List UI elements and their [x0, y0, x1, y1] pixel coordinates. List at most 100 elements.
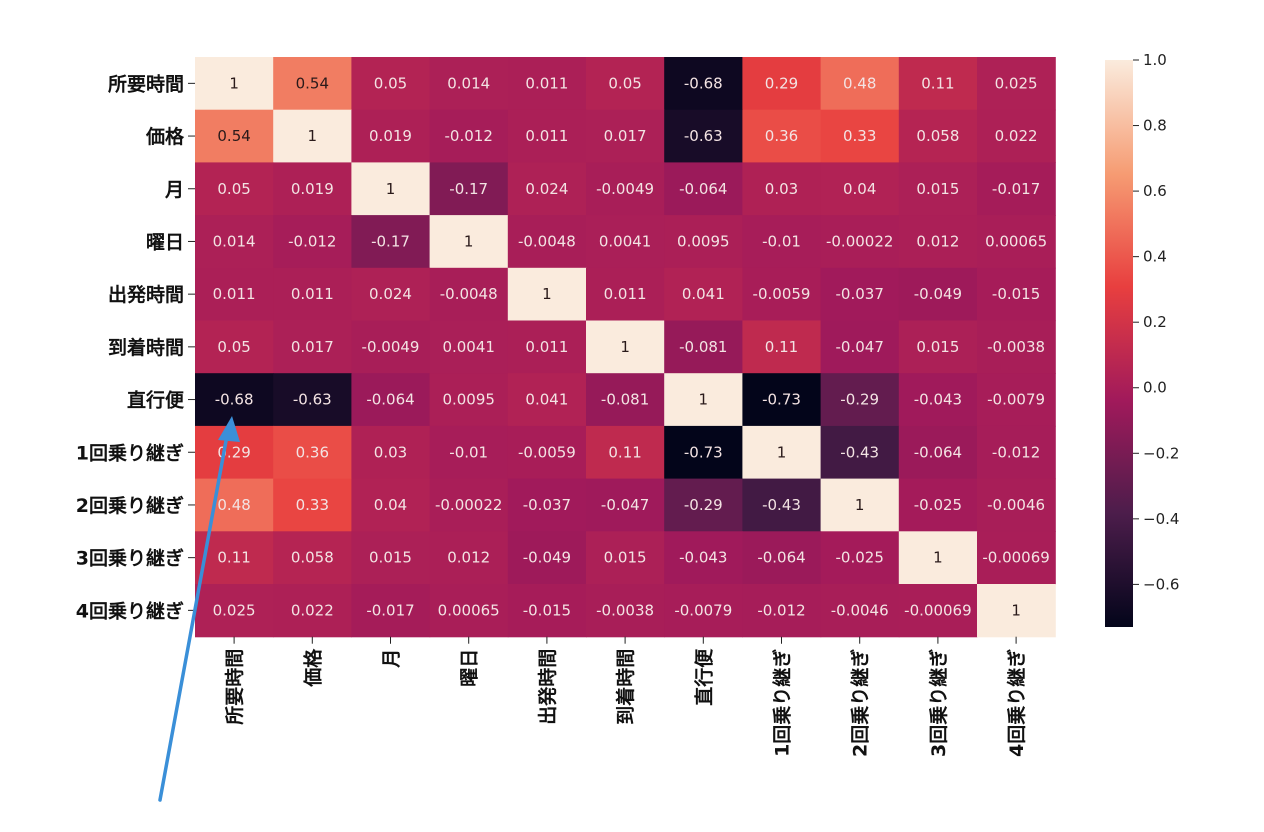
cell-value-label: 0.011 [213, 285, 256, 303]
heatmap-cell [351, 584, 431, 638]
cell-value-label: 0.024 [369, 285, 412, 303]
cell-value-label: -0.63 [684, 127, 723, 145]
y-tick-label: 所要時間 [108, 73, 184, 95]
cell-value-label: -0.064 [679, 180, 727, 198]
cell-value-label: 0.33 [843, 127, 876, 145]
heatmap-cell [742, 57, 822, 111]
cell-value-label: -0.00022 [435, 496, 502, 514]
heatmap-cell [429, 584, 509, 638]
heatmap-cell [820, 584, 900, 638]
heatmap-cell [586, 109, 665, 163]
cell-value-label: 0.041 [682, 285, 725, 303]
heatmap-cell [273, 373, 352, 427]
heatmap-cell [586, 531, 665, 585]
heatmap-cell [195, 162, 274, 216]
cell-value-label: -0.064 [914, 443, 962, 461]
heatmap-cell [586, 215, 665, 269]
cell-value-label: -0.0079 [674, 601, 732, 619]
x-tick-label: 曜日 [459, 649, 481, 687]
colorbar-tick-label: −0.6 [1143, 575, 1179, 593]
cell-value-label: -0.012 [757, 601, 805, 619]
heatmap-cell [742, 109, 822, 163]
heatmap-cell [507, 531, 587, 585]
heatmap-cell [351, 531, 431, 585]
heatmap-cell [351, 267, 431, 322]
colorbar-tick-label: 1.0 [1143, 51, 1167, 69]
cell-value-label: 0.058 [916, 127, 959, 145]
colorbar-tick-label: 0.4 [1143, 248, 1167, 266]
heatmap-cell [195, 320, 274, 374]
colorbar-tick-label: 0.8 [1143, 117, 1167, 135]
y-tick-label: 1回乗り継ぎ [76, 441, 184, 464]
cell-value-label: -0.68 [684, 74, 723, 92]
cell-value-label: 0.015 [916, 180, 959, 198]
heatmap-cell [429, 531, 509, 585]
heatmap-cell [507, 267, 587, 322]
cell-value-label: 0.019 [369, 127, 412, 145]
heatmap-cell [664, 584, 743, 638]
colorbar-tick-label: 0.6 [1143, 182, 1167, 200]
heatmap-cell [820, 320, 900, 374]
heatmap-cell [742, 215, 822, 269]
heatmap-cell [742, 373, 822, 427]
heatmap-cell [351, 478, 431, 532]
heatmap-cell [273, 320, 352, 374]
heatmap-cell [507, 373, 587, 427]
cell-value-label: 0.29 [765, 74, 798, 92]
cell-value-label: -0.025 [836, 549, 884, 567]
y-tick-label: 月 [164, 179, 184, 201]
cell-value-label: -0.01 [449, 443, 488, 461]
heatmap-cell [820, 531, 900, 585]
x-tick-label: 所要時間 [224, 649, 246, 725]
cell-value-label: -0.00022 [826, 232, 893, 250]
heatmap-cell [351, 162, 431, 216]
heatmap-cell [898, 162, 978, 216]
cell-value-label: 0.015 [916, 338, 959, 356]
heatmap-cell [351, 215, 431, 269]
heatmap-cell [351, 425, 431, 480]
heatmap-cell [195, 109, 274, 163]
heatmap-cell [820, 57, 900, 111]
heatmap-cell [507, 320, 587, 374]
heatmap-cell [429, 373, 509, 427]
heatmap-cell [507, 478, 587, 532]
cell-value-label: 1 [386, 180, 396, 198]
heatmap-cell [429, 109, 509, 163]
y-tick-label: 到着時間 [108, 336, 184, 359]
annotation-arrow-head [218, 416, 240, 442]
cell-value-label: 0.014 [213, 232, 256, 250]
x-tick-label: 1回乗り継ぎ [771, 649, 794, 757]
heatmap-cell [586, 584, 665, 638]
cell-value-label: 0.36 [296, 443, 329, 461]
heatmap-cell [351, 109, 431, 163]
heatmap-cell [742, 425, 822, 480]
cell-value-label: 0.011 [604, 285, 647, 303]
cell-value-label: -0.73 [762, 391, 801, 409]
heatmap-cell [664, 162, 743, 216]
cell-value-label: 0.022 [291, 601, 334, 619]
cell-value-label: 0.012 [447, 549, 490, 567]
colorbar-gradient [1105, 60, 1133, 627]
cell-value-label: 0.05 [217, 180, 250, 198]
heatmap-cell [820, 109, 900, 163]
heatmap-cell [586, 57, 665, 111]
cell-value-label: -0.017 [992, 180, 1040, 198]
x-tick-label: 出発時間 [536, 649, 559, 725]
y-tick-label: 出発時間 [108, 283, 184, 306]
cell-value-label: -0.012 [288, 232, 336, 250]
cell-value-label: -0.025 [914, 496, 962, 514]
cell-value-label: 0.48 [843, 74, 876, 92]
heatmap-cell [586, 162, 665, 216]
cell-value-label: 0.05 [608, 74, 641, 92]
cell-value-label: 0.019 [291, 180, 334, 198]
cell-value-label: -0.29 [684, 496, 723, 514]
cell-value-label: -0.0059 [753, 285, 811, 303]
heatmap-cell [429, 267, 509, 322]
heatmap-cell [664, 373, 743, 427]
cell-value-label: 0.04 [374, 496, 407, 514]
cell-value-label: 0.03 [374, 443, 407, 461]
cell-value-label: 0.022 [995, 127, 1038, 145]
cell-value-label: -0.43 [840, 443, 879, 461]
cell-value-label: 0.017 [604, 127, 647, 145]
